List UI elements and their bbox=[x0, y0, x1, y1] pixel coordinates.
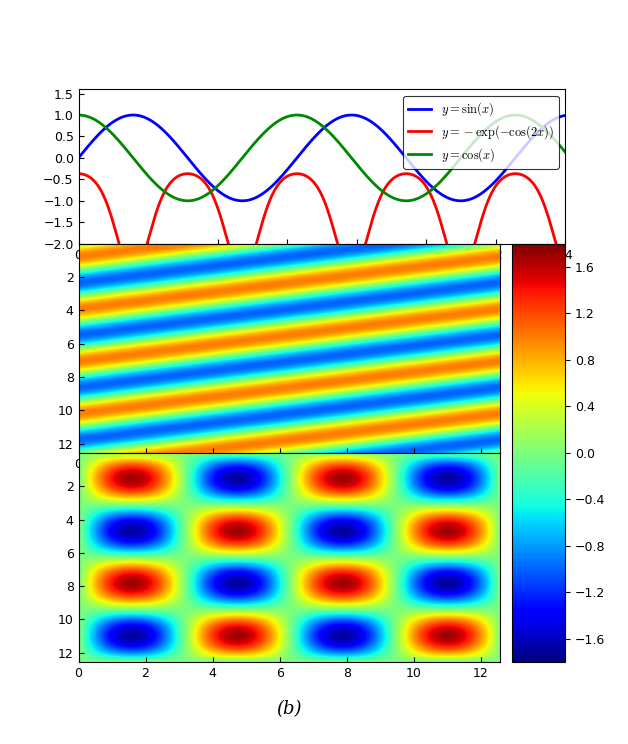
Line: $y = \cos(x)$: $y = \cos(x)$ bbox=[78, 115, 565, 201]
Line: $y = \sin(x)$: $y = \sin(x)$ bbox=[78, 115, 565, 201]
$y = \cos(x)$ bbox=[458, 152, 466, 161]
$y = \sin(x)$ bbox=[299, 147, 306, 155]
Text: (a): (a) bbox=[310, 278, 334, 295]
$y = \cos(x)$ bbox=[403, 196, 410, 205]
$y = -\exp(-\cos(2x))$ bbox=[548, 222, 555, 231]
$y = \cos(x)$ bbox=[548, 131, 555, 140]
$y = \cos(x)$ bbox=[100, 121, 107, 130]
$y = \cos(x)$ bbox=[548, 132, 555, 141]
$y = \cos(x)$ bbox=[75, 111, 82, 120]
$y = \sin(x)$ bbox=[458, 196, 466, 205]
$y = \sin(x)$ bbox=[100, 125, 107, 134]
$y = -\exp(-\cos(2x))$ bbox=[457, 270, 465, 279]
Legend: $y = \sin(x)$, $y = -\exp(-\cos(2x))$, $y = \cos(x)$: $y = \sin(x)$, $y = -\exp(-\cos(2x))$, $… bbox=[403, 95, 559, 169]
$y = \sin(x)$ bbox=[561, 111, 569, 120]
$y = -\exp(-\cos(2x))$ bbox=[298, 170, 306, 179]
$y = \cos(x)$ bbox=[311, 116, 319, 125]
$y = -\exp(-\cos(2x))$ bbox=[75, 169, 82, 178]
$y = \sin(x)$ bbox=[129, 111, 137, 120]
$y = \cos(x)$ bbox=[561, 147, 569, 156]
$y = -\exp(-\cos(2x))$ bbox=[548, 222, 555, 231]
$y = \sin(x)$ bbox=[311, 132, 319, 141]
$y = -\exp(-\cos(2x))$ bbox=[458, 270, 466, 279]
$y = \sin(x)$ bbox=[548, 116, 555, 125]
Text: (b): (b) bbox=[276, 700, 302, 718]
$y = -\exp(-\cos(2x))$ bbox=[311, 179, 319, 188]
$y = -\exp(-\cos(2x))$ bbox=[100, 190, 107, 199]
Line: $y = -\exp(-\cos(2x))$: $y = -\exp(-\cos(2x))$ bbox=[78, 173, 565, 275]
$y = \cos(x)$ bbox=[298, 111, 306, 120]
$y = \sin(x)$ bbox=[457, 196, 465, 205]
$y = \sin(x)$ bbox=[548, 117, 555, 126]
$y = \sin(x)$ bbox=[75, 153, 82, 162]
$y = -\exp(-\cos(2x))$ bbox=[561, 266, 569, 275]
